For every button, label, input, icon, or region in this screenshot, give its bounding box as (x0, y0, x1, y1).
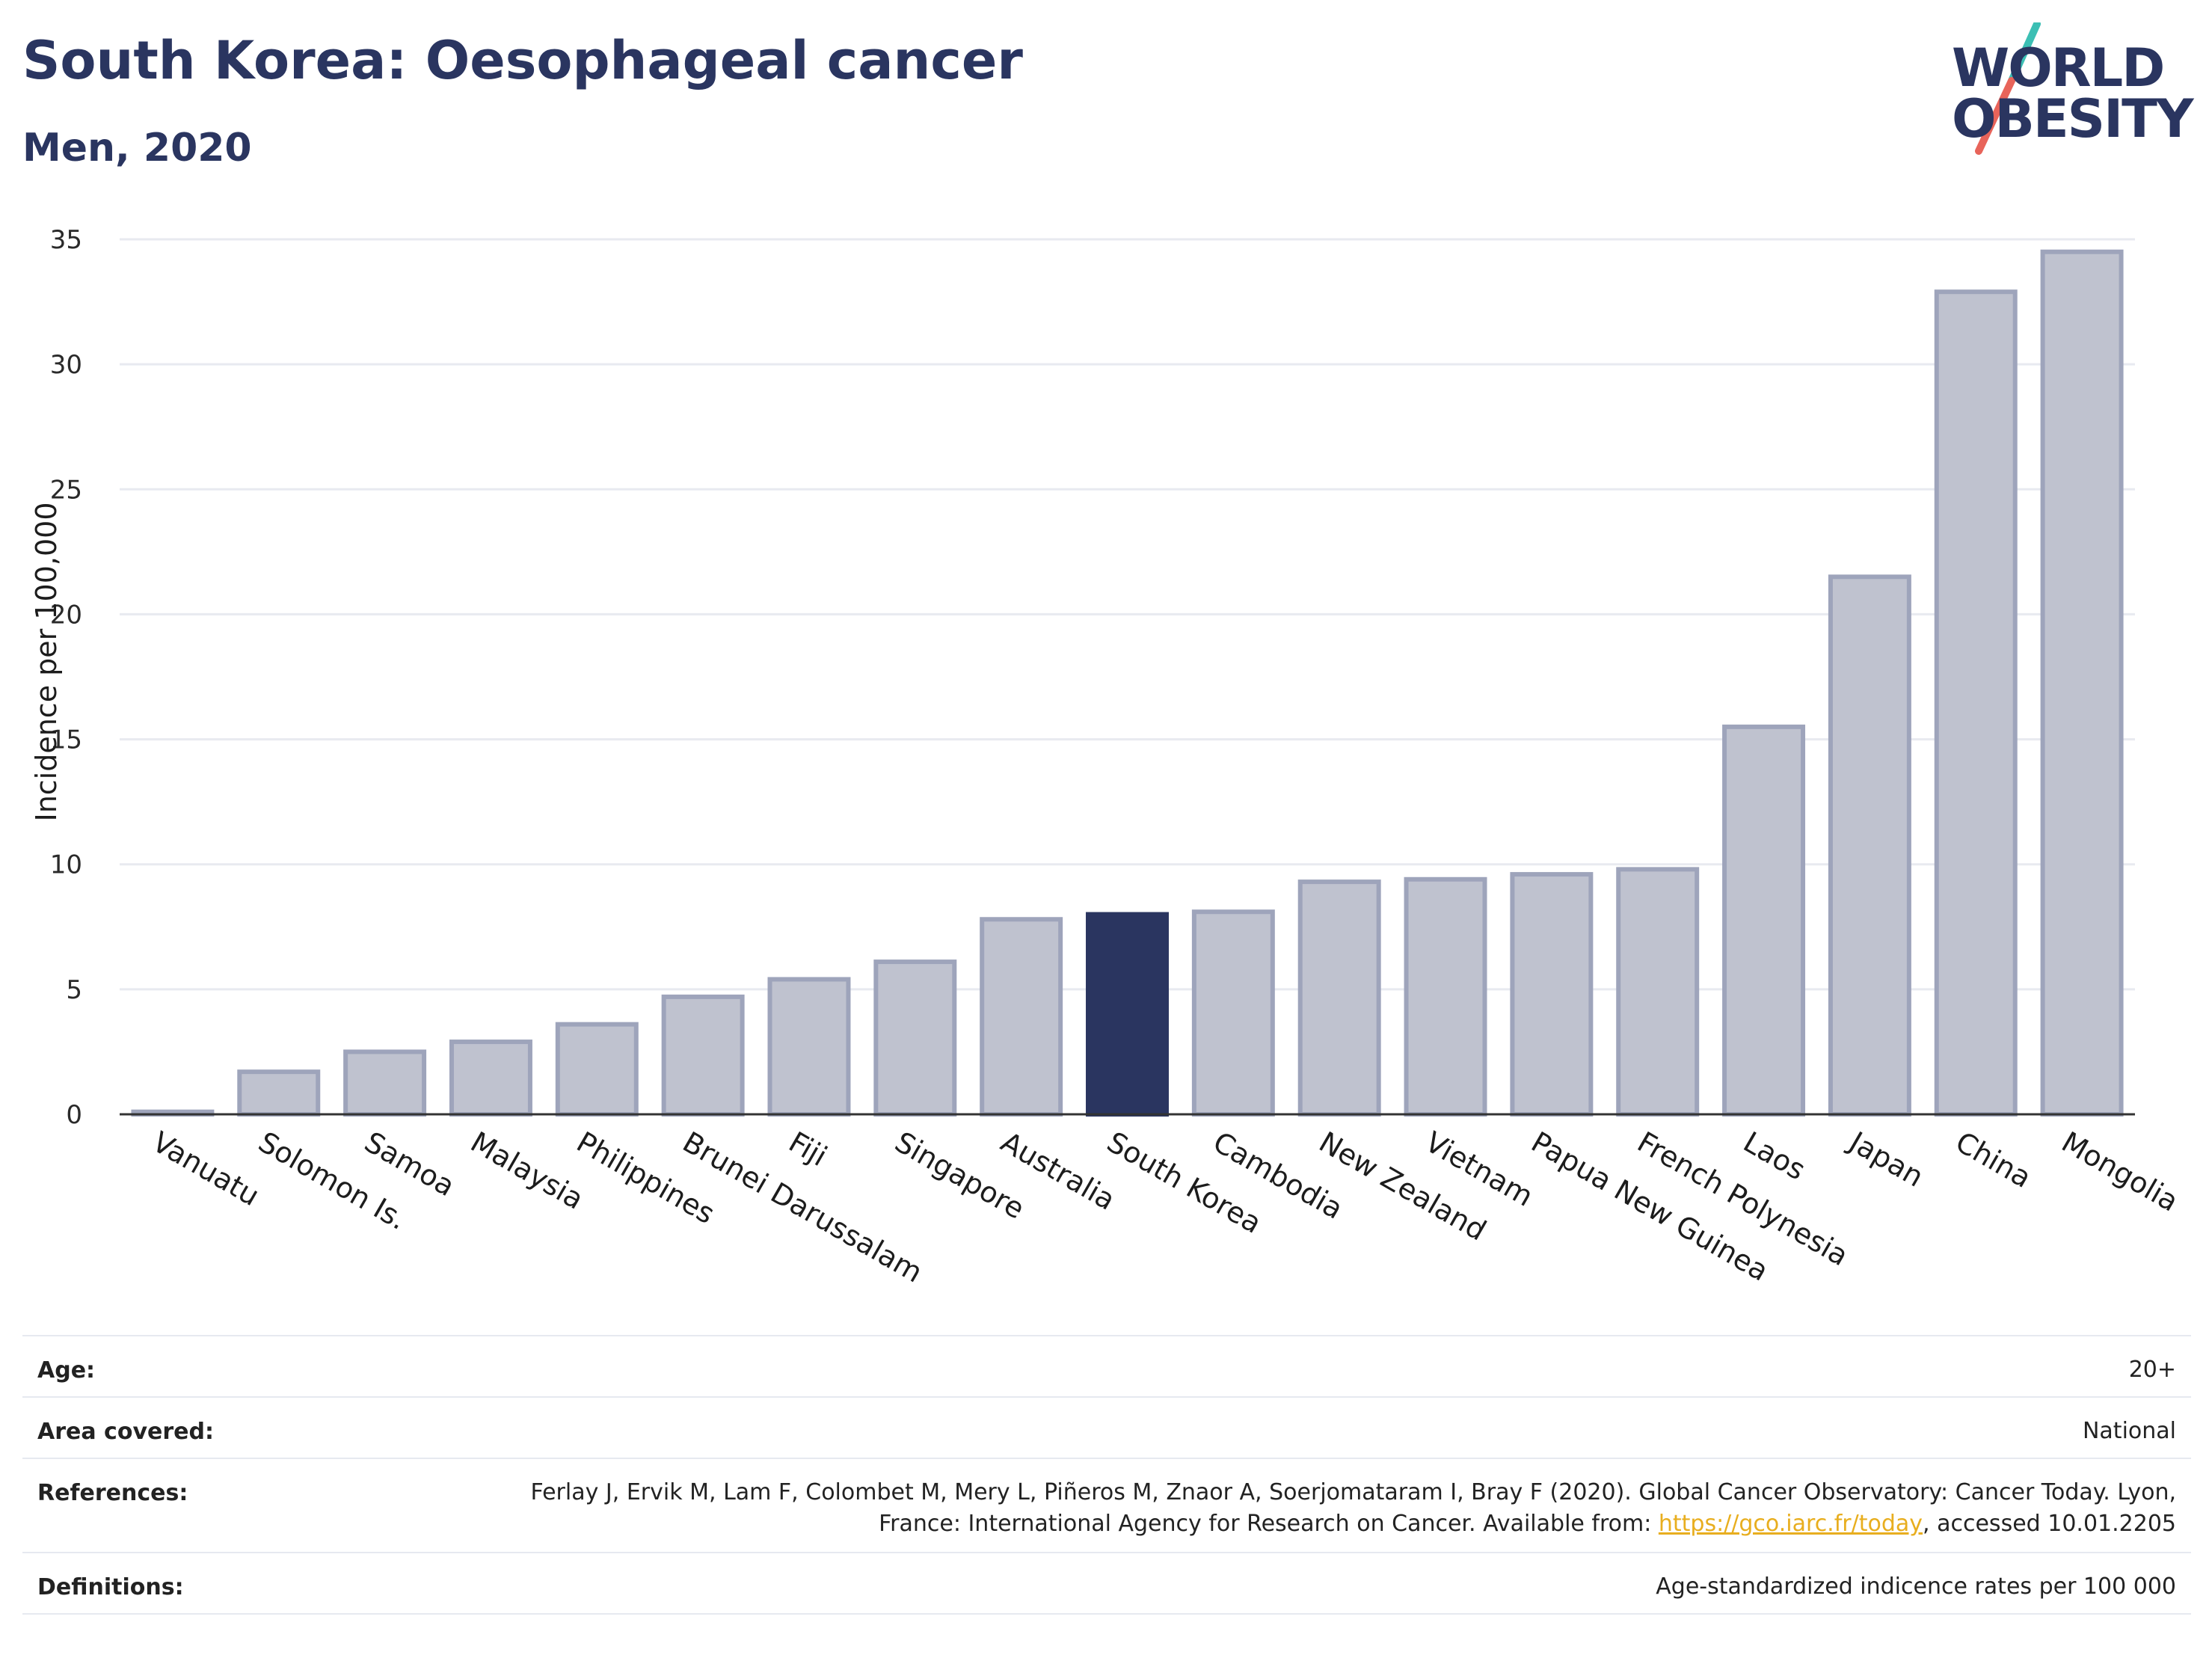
bar (661, 994, 745, 1117)
y-tick-label: 30 (50, 350, 82, 380)
chart-subtitle: Men, 2020 (22, 126, 252, 171)
definitions-label: Definitions: (37, 1574, 184, 1600)
logo-slash-icon (1975, 22, 2041, 155)
area-label: Area covered: (37, 1419, 214, 1445)
bar (767, 977, 851, 1117)
logo-line-2: OBESITY (1952, 88, 2194, 150)
references-text: Ferlay J, Ervik M, Lam F, Colombet M, Me… (530, 1479, 2176, 1537)
references-value: Ferlay J, Ervik M, Lam F, Colombet M, Me… (494, 1459, 2176, 1540)
definitions-value: Age-standardized indicence rates per 100… (1656, 1573, 2176, 1600)
bar (2040, 249, 2124, 1117)
y-tick-label: 10 (50, 850, 82, 880)
bar (873, 959, 957, 1117)
references-text-after: , accessed 10.01.2205 (1923, 1511, 2176, 1537)
area-value: National (2082, 1418, 2176, 1444)
y-tick-label: 15 (50, 725, 82, 755)
y-tick-label: 5 (66, 975, 82, 1005)
y-tick-label: 0 (66, 1100, 82, 1130)
bar (1828, 574, 1911, 1117)
world-obesity-logo: WORLD OBESITY (1952, 22, 2199, 157)
bar (1616, 867, 1700, 1117)
bar (980, 917, 1063, 1117)
bar (449, 1040, 532, 1117)
references-link[interactable]: https://gco.iarc.fr/today (1658, 1511, 1923, 1537)
x-tick-label: Laos (1738, 1126, 1811, 1187)
x-tick-label: Japan (1843, 1125, 1929, 1194)
info-row-references: References: Ferlay J, Ervik M, Lam F, Co… (22, 1458, 2191, 1552)
bar (1297, 879, 1381, 1117)
bar (555, 1022, 639, 1117)
y-tick-label: 20 (50, 600, 82, 630)
references-label: References: (37, 1480, 188, 1506)
bar (1722, 724, 1806, 1117)
y-tick-labels: 0 5 10 15 20 25 30 35 (50, 225, 82, 1130)
bar (1191, 909, 1275, 1117)
x-tick-label: Malaysia (465, 1126, 589, 1216)
bar (343, 1049, 427, 1117)
info-table: Age: 20+ Area covered: National Referenc… (22, 1335, 2191, 1615)
age-value: 20+ (2128, 1357, 2176, 1383)
bar-highlighted (1086, 912, 1169, 1117)
y-axis-title: Incidence per 100,000 (30, 502, 63, 821)
x-tick-label: Fiji (783, 1126, 832, 1173)
y-tick-label: 35 (50, 225, 82, 255)
bar (237, 1069, 321, 1117)
info-row-age: Age: 20+ (22, 1335, 2191, 1396)
info-row-area: Area covered: National (22, 1396, 2191, 1458)
x-tick-label: Vanuatu (147, 1126, 265, 1212)
x-tick-label: Mongolia (2056, 1126, 2184, 1218)
bar (1934, 289, 2018, 1117)
bar (1404, 876, 1487, 1117)
bars (131, 249, 2124, 1117)
y-tick-label: 25 (50, 475, 82, 505)
chart-title: South Korea: Oesophageal cancer (22, 30, 1023, 91)
age-label: Age: (37, 1357, 96, 1384)
logo-line-1: WORLD (1952, 37, 2165, 99)
bar (1510, 872, 1594, 1117)
info-row-definitions: Definitions: Age-standardized indicence … (22, 1552, 2191, 1615)
x-tick-label: China (1950, 1126, 2037, 1194)
